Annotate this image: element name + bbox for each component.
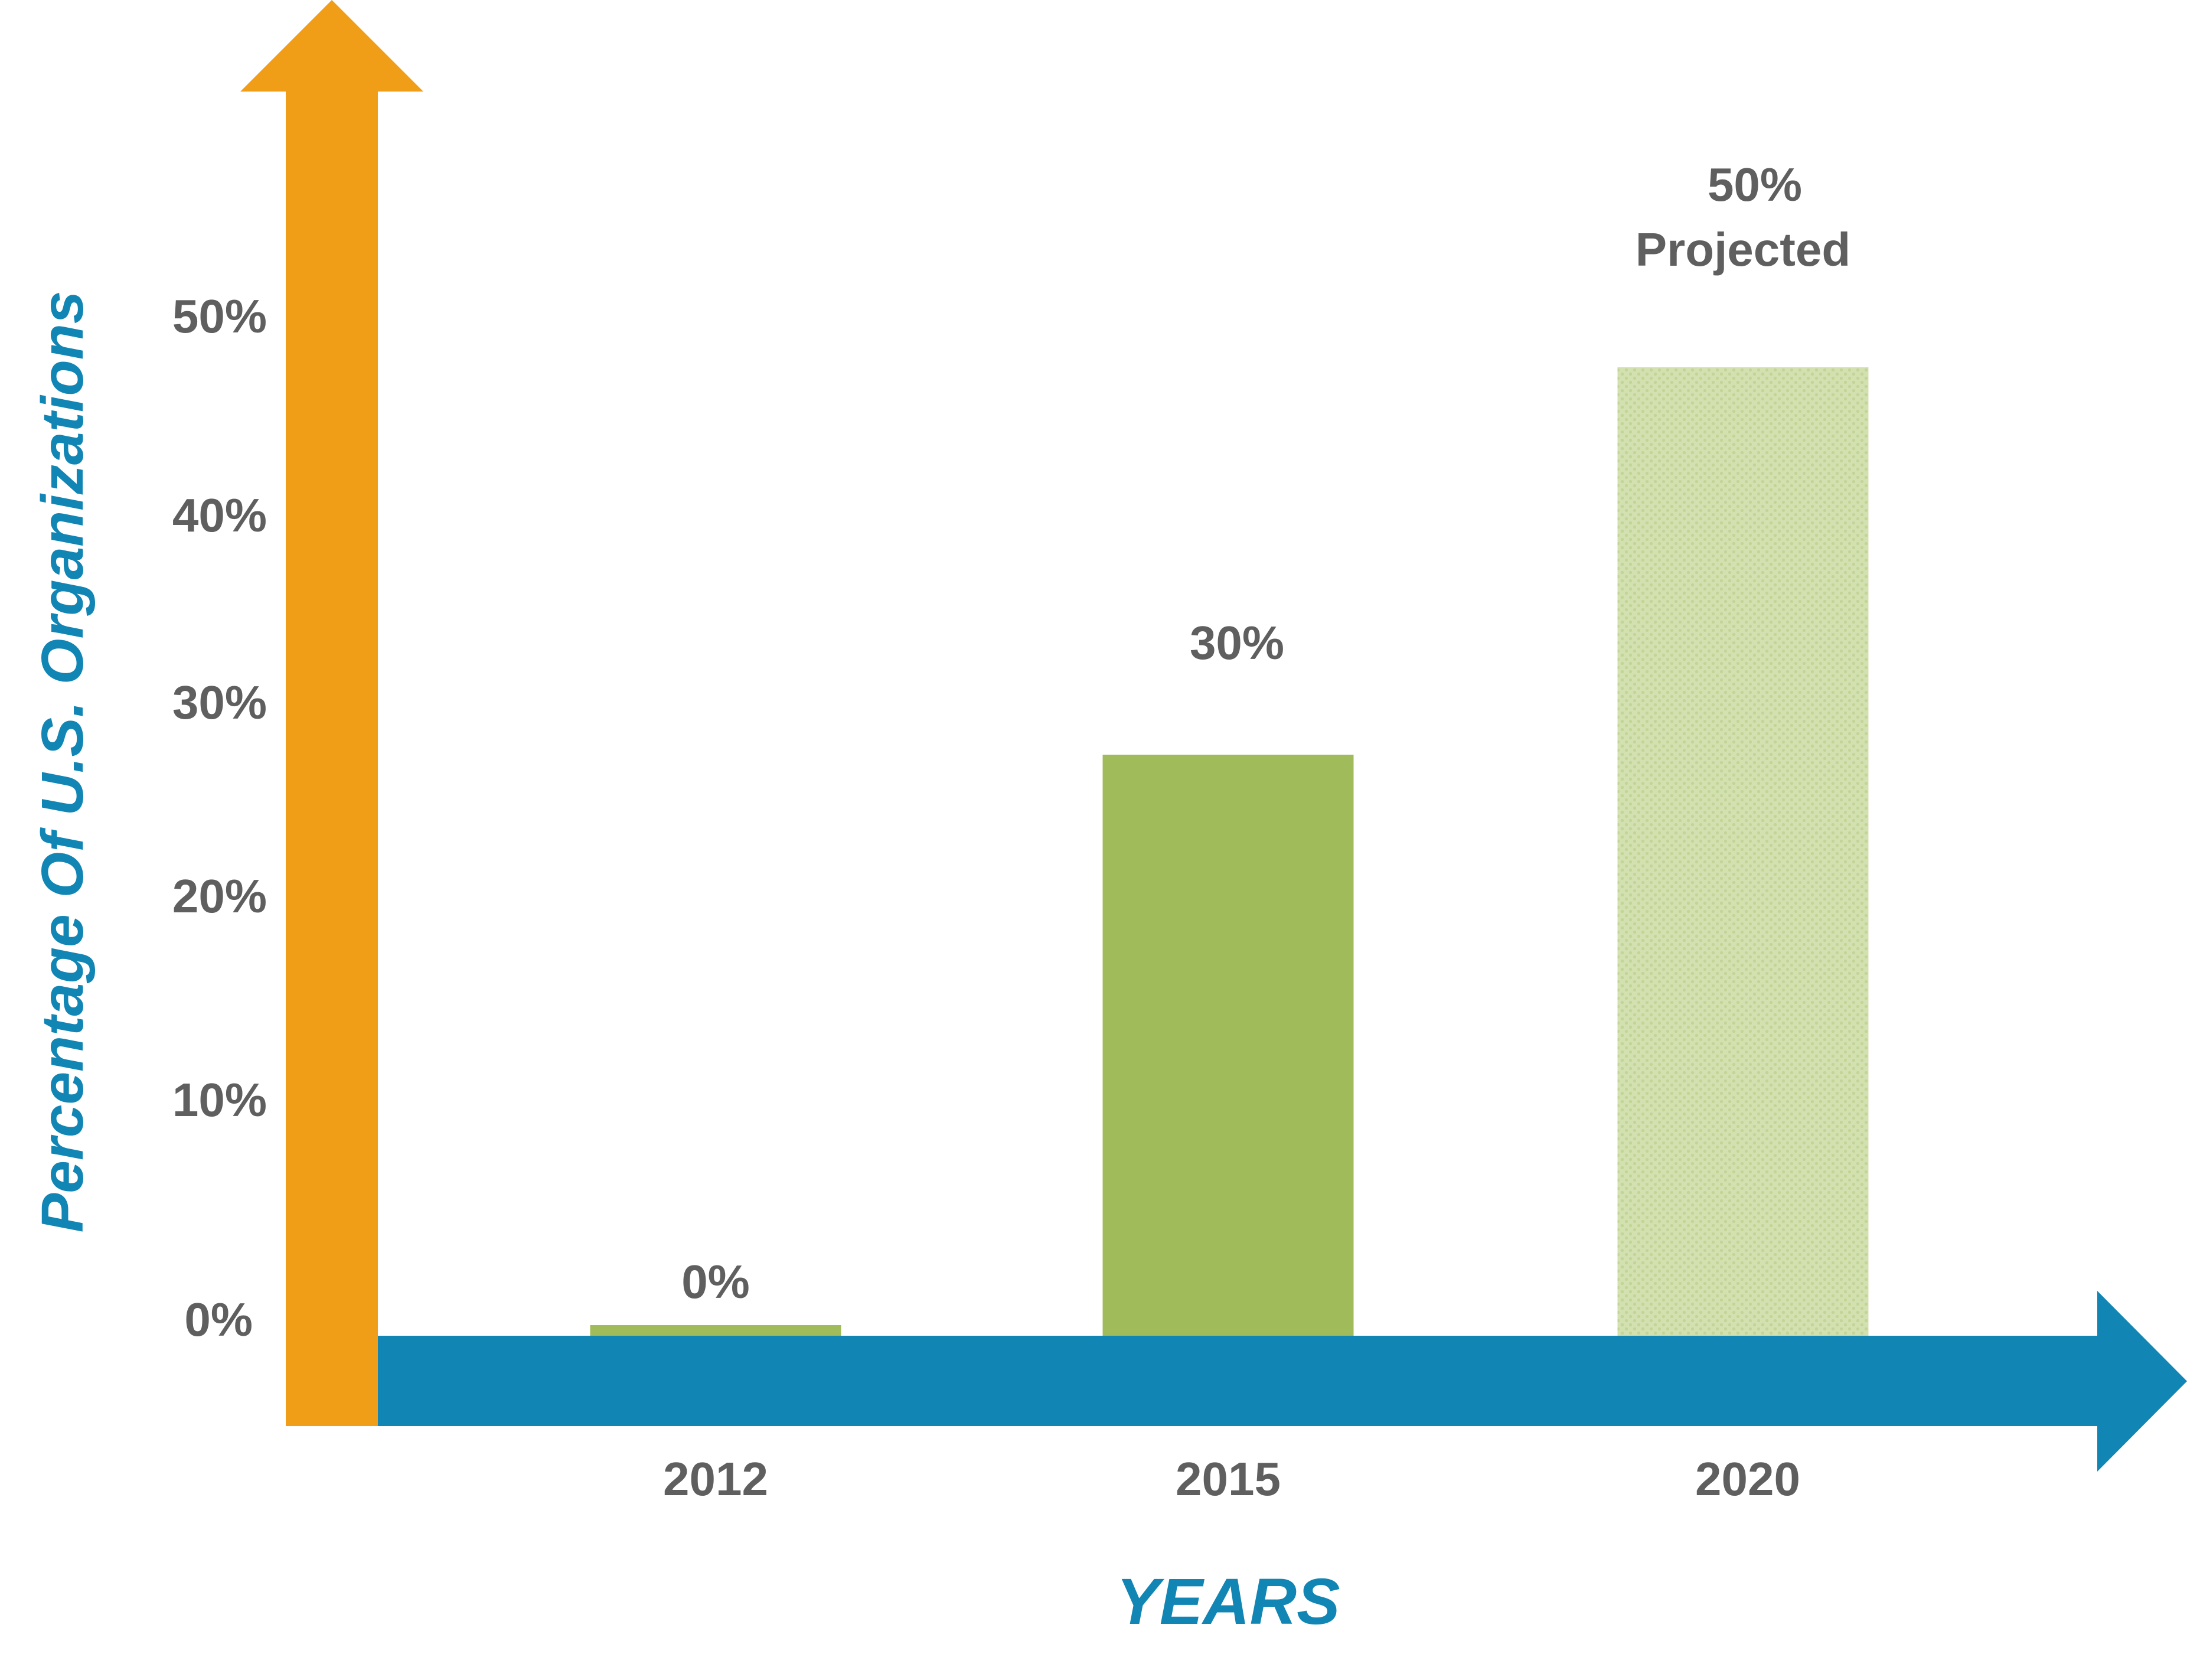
data-label-2015: 30% bbox=[1190, 616, 1284, 669]
y-tick-label: 20% bbox=[172, 870, 267, 922]
bar-2020-projected bbox=[1617, 367, 1869, 1336]
y-tick-label: 10% bbox=[172, 1074, 267, 1126]
y-axis-arrow bbox=[240, 0, 423, 1426]
data-label-2012: 0% bbox=[681, 1255, 750, 1308]
bar-2015 bbox=[1102, 755, 1354, 1336]
x-tick-label-2020: 2020 bbox=[1695, 1453, 1800, 1505]
x-axis-arrow bbox=[378, 1291, 2187, 1472]
y-tick-label: 0% bbox=[184, 1293, 253, 1346]
x-tick-label-2015: 2015 bbox=[1176, 1453, 1281, 1505]
x-axis-title: YEARS bbox=[1117, 1565, 1340, 1638]
x-axis-arrow-shaft bbox=[378, 1336, 2097, 1426]
x-axis-arrow-head bbox=[2097, 1291, 2187, 1472]
bar-2012 bbox=[590, 1325, 841, 1336]
x-tick-label-2012: 2012 bbox=[663, 1453, 768, 1505]
data-label-2020-value: 50% bbox=[1708, 158, 1802, 211]
data-label-2020-note: Projected bbox=[1636, 223, 1851, 276]
y-tick-label: 40% bbox=[172, 489, 267, 541]
y-axis-arrow-shaft bbox=[286, 92, 378, 1426]
y-axis-arrow-head bbox=[240, 0, 423, 92]
bars bbox=[590, 367, 1869, 1336]
data-labels: 0% 30% 50% Projected bbox=[681, 158, 1850, 1308]
y-tick-label: 30% bbox=[172, 676, 267, 729]
y-tick-label: 50% bbox=[172, 290, 267, 342]
y-axis-title: Percentage Of U.S. Organizations bbox=[30, 291, 96, 1233]
x-tick-labels: 2012 2015 2020 bbox=[663, 1453, 1800, 1505]
y-tick-labels: 0% 10% 20% 30% 40% 50% bbox=[172, 290, 267, 1346]
